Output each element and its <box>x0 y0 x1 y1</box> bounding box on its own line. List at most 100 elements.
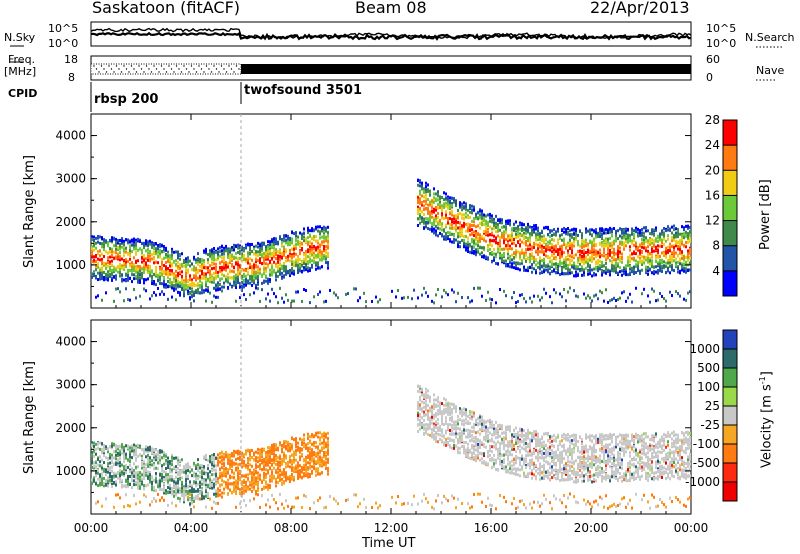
power-cell <box>129 249 131 253</box>
power-cell <box>309 256 311 260</box>
power-cell <box>419 179 421 183</box>
power-cell <box>533 227 535 231</box>
beam-label: Beam 08 <box>355 0 427 17</box>
power-cell <box>229 253 231 257</box>
power-cell <box>677 265 679 269</box>
power-cell <box>237 275 239 279</box>
power-cell <box>129 298 131 302</box>
power-cell <box>217 284 219 288</box>
power-cell <box>141 276 143 280</box>
power-cell <box>293 244 295 248</box>
power-cell <box>511 239 513 243</box>
power-cell <box>195 260 197 264</box>
power-cell <box>311 243 313 247</box>
power-cell <box>463 206 465 210</box>
power-cell <box>629 260 631 264</box>
power-cell <box>495 240 497 244</box>
power-cell <box>317 253 319 257</box>
power-cell <box>517 261 519 265</box>
power-cell <box>595 260 597 264</box>
power-cell <box>467 242 469 246</box>
power-cell <box>567 243 569 247</box>
power-cell <box>97 294 99 298</box>
power-cell <box>423 187 425 191</box>
power-cell <box>417 207 419 211</box>
power-cell <box>621 240 623 244</box>
power-cell <box>663 260 665 264</box>
velocity-cell <box>121 445 123 449</box>
power-cell <box>271 287 273 291</box>
power-cell <box>471 245 473 249</box>
power-cell <box>541 237 543 241</box>
power-cell <box>287 256 289 260</box>
power-cell <box>463 217 465 221</box>
power-cell <box>567 272 569 276</box>
power-cell <box>659 292 661 296</box>
power-cell <box>419 197 421 201</box>
power-cell <box>509 222 511 226</box>
power-cell <box>513 228 515 232</box>
velocity-cell <box>135 449 137 453</box>
power-cell <box>565 261 567 265</box>
power-cell <box>253 247 255 251</box>
power-cell <box>589 296 591 300</box>
power-cell <box>115 237 117 241</box>
freq-dot <box>180 71 183 73</box>
power-cell <box>643 246 645 250</box>
power-cell <box>531 270 533 274</box>
power-cell <box>601 271 603 275</box>
power-cell <box>593 249 595 253</box>
power-cell <box>285 248 287 252</box>
power-cell <box>645 246 647 250</box>
velocity-cell <box>139 453 141 457</box>
velocity-cell <box>101 466 103 470</box>
power-cell <box>497 223 499 227</box>
power-cell <box>145 267 147 271</box>
power-cell <box>473 223 475 227</box>
velocity-cell <box>137 443 139 447</box>
power-cell <box>585 260 587 264</box>
power-cell <box>223 274 225 278</box>
velocity-cell <box>95 466 97 470</box>
power-cell <box>315 239 317 243</box>
power-cell <box>113 268 115 272</box>
power-cell <box>291 247 293 251</box>
power-cell <box>261 249 263 253</box>
power-cell <box>499 248 501 252</box>
power-cell <box>687 256 689 260</box>
power-cell <box>497 241 499 245</box>
power-cell <box>595 255 597 259</box>
power-cell <box>131 265 133 269</box>
power-cell <box>579 249 581 253</box>
power-cell <box>581 251 583 255</box>
power-cell <box>309 249 311 253</box>
power-cell <box>655 270 657 274</box>
power-cell <box>193 299 195 303</box>
velocity-cell <box>129 450 131 454</box>
power-cell <box>423 286 425 290</box>
velocity-cell <box>159 479 161 483</box>
freq-dot <box>210 71 213 73</box>
power-cell <box>281 243 283 247</box>
power-cell <box>117 270 119 274</box>
power-cell <box>513 226 515 230</box>
power-cell <box>275 257 277 261</box>
power-cell <box>681 256 683 260</box>
power-cell <box>195 271 197 275</box>
power-cell <box>499 256 501 260</box>
power-cell <box>681 232 683 236</box>
power-cell <box>425 291 427 295</box>
power-cell <box>171 249 173 253</box>
power-cell <box>447 221 449 225</box>
power-cell <box>143 287 145 291</box>
power-cell <box>577 256 579 260</box>
power-cell <box>597 259 599 263</box>
power-cell <box>257 245 259 249</box>
power-cell <box>117 257 119 261</box>
power-cell <box>95 260 97 264</box>
velocity-cell <box>119 461 121 465</box>
power-cell <box>481 216 483 220</box>
power-cell <box>577 260 579 264</box>
power-cell <box>663 234 665 238</box>
power-cell <box>235 261 237 265</box>
